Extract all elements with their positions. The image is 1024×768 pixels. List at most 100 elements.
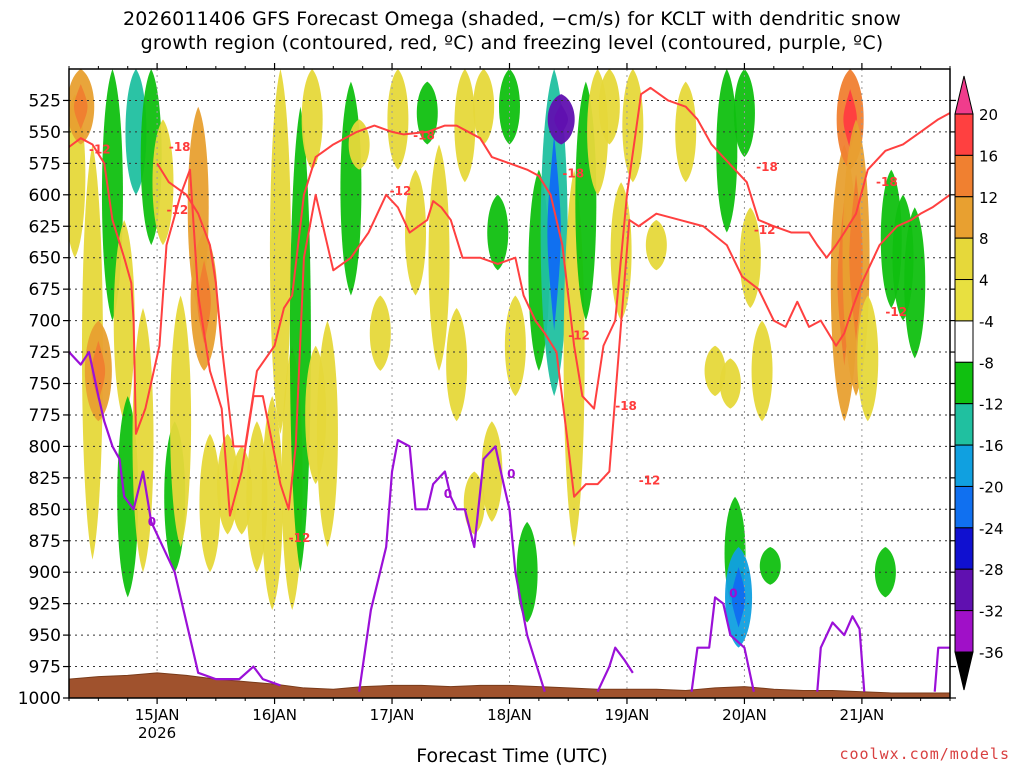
- chart-title-line-2: growth region (contoured, red, ºC) and f…: [140, 32, 884, 54]
- colorbar-label: 12: [979, 189, 998, 207]
- colorbar-label: -36: [979, 644, 1004, 662]
- chart-title-line-1: 2026011406 GFS Forecast Omega (shaded, −…: [122, 8, 902, 30]
- omega-blob: [301, 69, 323, 170]
- omega-blob-core: [547, 134, 561, 331]
- colorbar-band: [954, 196, 974, 239]
- colorbar-label: -8: [979, 354, 994, 372]
- omega-blob: [675, 81, 697, 183]
- colorbar-band: [954, 610, 974, 653]
- colorbar-label: 16: [979, 147, 998, 165]
- terrain-fill: [69, 672, 950, 698]
- colorbar-label: 20: [979, 106, 998, 124]
- omega-blob: [487, 194, 509, 271]
- y-tick-label: 925: [29, 595, 61, 615]
- y-tick-label: 850: [29, 500, 61, 520]
- colorbar-label: -4: [979, 313, 994, 331]
- colorbar-bottom-arrow: [954, 651, 974, 691]
- x-axis-title: Forecast Time (UTC): [416, 745, 608, 767]
- colorbar-band: [954, 237, 974, 281]
- omega-blob: [759, 547, 781, 585]
- y-tick-label: 875: [29, 532, 61, 552]
- omega-blob: [387, 69, 409, 170]
- contour-label: -18: [876, 175, 898, 189]
- contour-label: -12: [754, 223, 776, 237]
- colorbar-band: [954, 320, 974, 363]
- freezing-level-contour: [358, 439, 546, 693]
- colorbar-top-arrow: [954, 75, 974, 115]
- colorbar-band: [954, 403, 974, 446]
- omega-blob: [751, 320, 773, 422]
- contour-label: -18: [615, 399, 637, 413]
- omega-blob: [405, 169, 427, 296]
- contour-label: 0: [148, 515, 156, 529]
- contour-label: 0: [444, 487, 452, 501]
- contour-label: -18: [169, 140, 191, 154]
- colorbar-label: -32: [979, 603, 1004, 621]
- y-tick-label: 900: [29, 563, 61, 583]
- y-tick-label: 775: [29, 406, 61, 426]
- contour-label: 0: [507, 467, 515, 481]
- omega-blob: [428, 144, 450, 371]
- omega-blob: [416, 81, 438, 145]
- omega-blob: [473, 69, 495, 145]
- omega-blob: [598, 69, 620, 145]
- omega-blob: [622, 69, 644, 183]
- x-tick-label: 19JAN: [605, 706, 650, 724]
- x-tick-label: 21JAN: [840, 706, 885, 724]
- contour-label: -12: [89, 143, 111, 157]
- colorbar-band: [954, 485, 974, 529]
- contour-label: -18: [413, 129, 435, 143]
- omega-blob: [199, 433, 221, 573]
- freezing-level-contour: [596, 646, 634, 693]
- omega-blob-core: [731, 567, 746, 628]
- omega-blob: [454, 69, 476, 183]
- colorbar-label: -20: [979, 478, 1004, 496]
- omega-blob: [369, 295, 391, 371]
- y-tick-label: 625: [29, 217, 61, 237]
- contour-label: -12: [885, 305, 907, 319]
- x-tick-label: 16JAN: [252, 706, 297, 724]
- colorbar-label: 8: [979, 230, 989, 248]
- x-tick-label: 18JAN: [487, 706, 532, 724]
- y-tick-label: 675: [29, 280, 61, 300]
- omega-blob: [481, 421, 503, 522]
- omega-blob: [316, 320, 338, 548]
- freezing-level-contour: [69, 350, 281, 687]
- colorbar-label: -16: [979, 437, 1004, 455]
- y-tick-label: 1000: [18, 689, 61, 709]
- omega-blob: [733, 69, 755, 158]
- contour-label: -12: [568, 329, 590, 343]
- colorbar-label: -28: [979, 561, 1004, 579]
- dgz-minus18-contour: [156, 86, 950, 448]
- x-tick-label: 17JAN: [370, 706, 415, 724]
- omega-blob-core: [554, 104, 568, 135]
- colorbar-band: [954, 444, 974, 487]
- colorbar-band: [954, 113, 974, 156]
- omega-blob: [152, 119, 174, 246]
- omega-blob: [857, 295, 879, 422]
- contour-label: -12: [390, 184, 412, 198]
- omega-blob: [246, 421, 268, 573]
- omega-blob: [739, 207, 761, 309]
- omega-blob: [645, 219, 667, 271]
- y-tick-label: 950: [29, 626, 61, 646]
- freezing-level-contour: [816, 615, 866, 692]
- omega-blob: [516, 521, 538, 623]
- contour-label: -18: [756, 160, 778, 174]
- dgz-minus12-contour: [69, 137, 950, 517]
- omega-blob: [170, 295, 192, 548]
- contour-label: -12: [639, 473, 661, 487]
- contour-label: 0: [729, 587, 737, 601]
- y-tick-label: 650: [29, 249, 61, 269]
- colorbar-band: [954, 568, 974, 612]
- axes-layer: 525 550 575 600 625 650 675 700 725 750 775 800 825 8…: [18, 63, 956, 742]
- omega-blob: [463, 471, 485, 535]
- colorbar-label: 4: [979, 272, 989, 290]
- y-tick-label: 550: [29, 123, 61, 143]
- colorbar-band: [954, 279, 974, 322]
- colorbar-band: [954, 361, 974, 405]
- contour-label: -12: [289, 531, 311, 545]
- x-tick-label: 20JAN: [722, 706, 767, 724]
- y-tick-label: 525: [29, 91, 61, 111]
